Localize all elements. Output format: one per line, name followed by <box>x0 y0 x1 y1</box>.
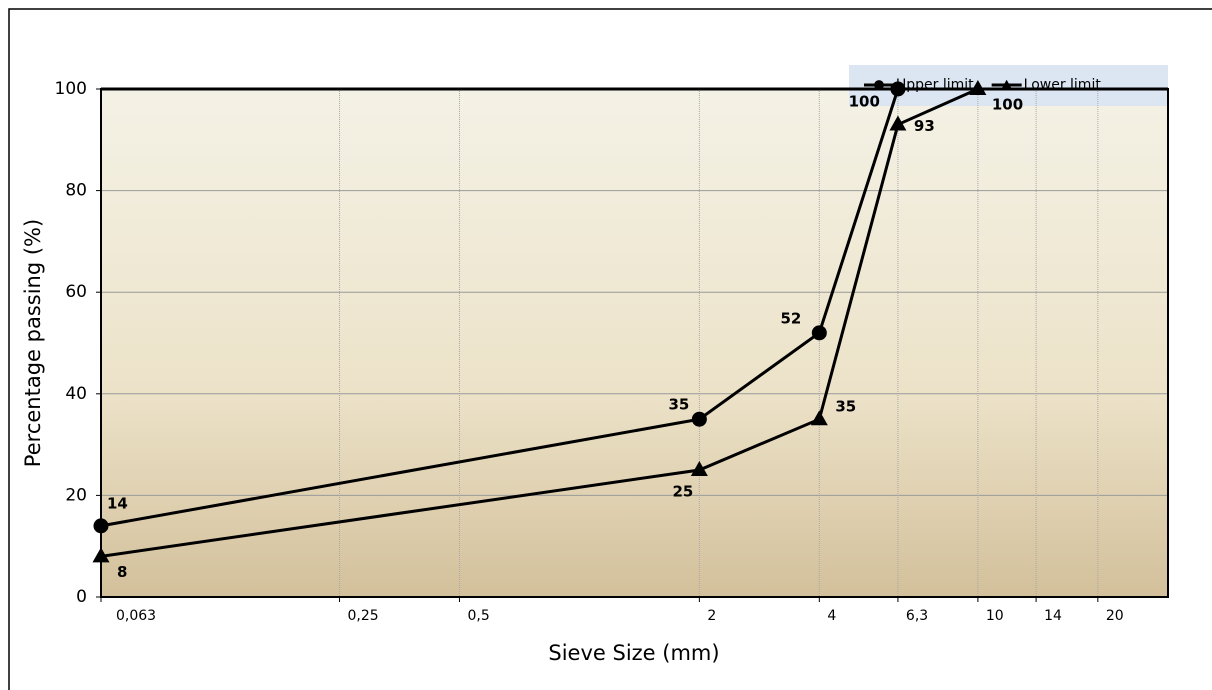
data-label: 35 <box>835 398 856 416</box>
x-tick-label: 2 <box>707 608 716 624</box>
marker <box>1001 79 1013 90</box>
y-tick-label: 80 <box>65 181 87 201</box>
data-label: 14 <box>107 494 128 512</box>
marker <box>811 325 827 341</box>
data-label: 100 <box>992 96 1023 114</box>
marker <box>691 411 707 427</box>
marker <box>874 80 884 90</box>
x-tick-label: 10 <box>986 608 1004 624</box>
data-label: 8 <box>117 563 127 581</box>
marker <box>969 80 987 95</box>
marker <box>690 461 708 476</box>
y-tick-label: 0 <box>76 587 87 607</box>
x-tick-label: 0,063 <box>116 608 156 624</box>
x-tick-label: 0,5 <box>467 608 489 624</box>
data-label: 100 <box>849 93 880 111</box>
plot-area <box>101 89 1168 597</box>
legend-label: Upper limit <box>896 77 974 93</box>
x-tick-label: 20 <box>1106 608 1124 624</box>
y-tick-label: 20 <box>65 485 87 505</box>
y-tick-label: 60 <box>65 282 87 302</box>
x-tick-label: 14 <box>1044 608 1062 624</box>
data-label: 35 <box>668 396 689 414</box>
x-tick-label: 6,3 <box>906 608 928 624</box>
legend-label: Lower limit <box>1024 77 1102 93</box>
series-line <box>100 88 900 528</box>
x-tick-label: 0,25 <box>348 608 379 624</box>
y-axis-label: Percentage passing (%) <box>21 219 45 467</box>
frame <box>8 8 1212 690</box>
marker <box>93 518 109 534</box>
y-tick-label: 100 <box>55 79 87 99</box>
x-axis-label: Sieve Size (mm) <box>548 641 719 665</box>
x-tick-label: 4 <box>827 608 836 624</box>
y-tick-label: 40 <box>65 384 87 404</box>
data-label: 25 <box>672 483 693 501</box>
marker <box>890 81 906 97</box>
marker <box>810 410 828 426</box>
data-label: 93 <box>914 117 935 135</box>
marker <box>889 115 907 131</box>
marker <box>92 547 110 563</box>
data-label: 52 <box>780 309 801 327</box>
